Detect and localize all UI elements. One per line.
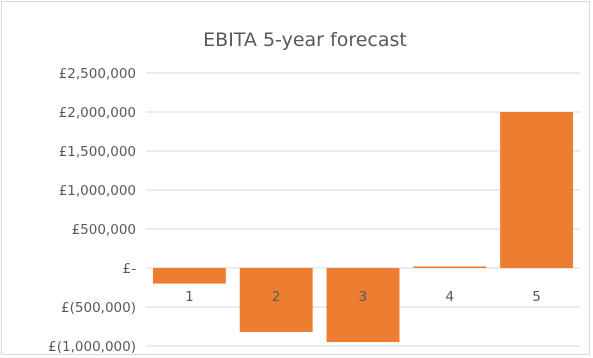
x-tick-label: 4 (446, 289, 455, 305)
bar-1 (152, 268, 226, 284)
x-axis-ticks: 1 2 3 4 5 (185, 289, 541, 305)
y-tick-label: £(1,000,000) (48, 339, 136, 355)
bar-5 (500, 112, 574, 268)
y-tick-label: £(500,000) (61, 300, 136, 316)
bar-4 (413, 266, 487, 268)
y-tick-label: £1,000,000 (59, 183, 136, 199)
y-tick-label: £2,500,000 (59, 66, 136, 82)
x-tick-label: 1 (185, 289, 194, 305)
bars (152, 112, 574, 343)
x-tick-label: 2 (272, 289, 281, 305)
y-tick-label: £2,000,000 (59, 105, 136, 121)
x-tick-label: 3 (359, 289, 368, 305)
chart-title: EBITA 5-year forecast (203, 29, 407, 51)
y-axis-ticks: £2,500,000 £2,000,000 £1,500,000 £1,000,000… (48, 66, 136, 355)
y-tick-label: £- (123, 261, 137, 277)
y-tick-label: £500,000 (72, 222, 136, 238)
y-tick-label: £1,500,000 (59, 144, 136, 160)
x-tick-label: 5 (532, 289, 541, 305)
bar-2 (239, 268, 313, 332)
bar-3 (326, 268, 400, 343)
